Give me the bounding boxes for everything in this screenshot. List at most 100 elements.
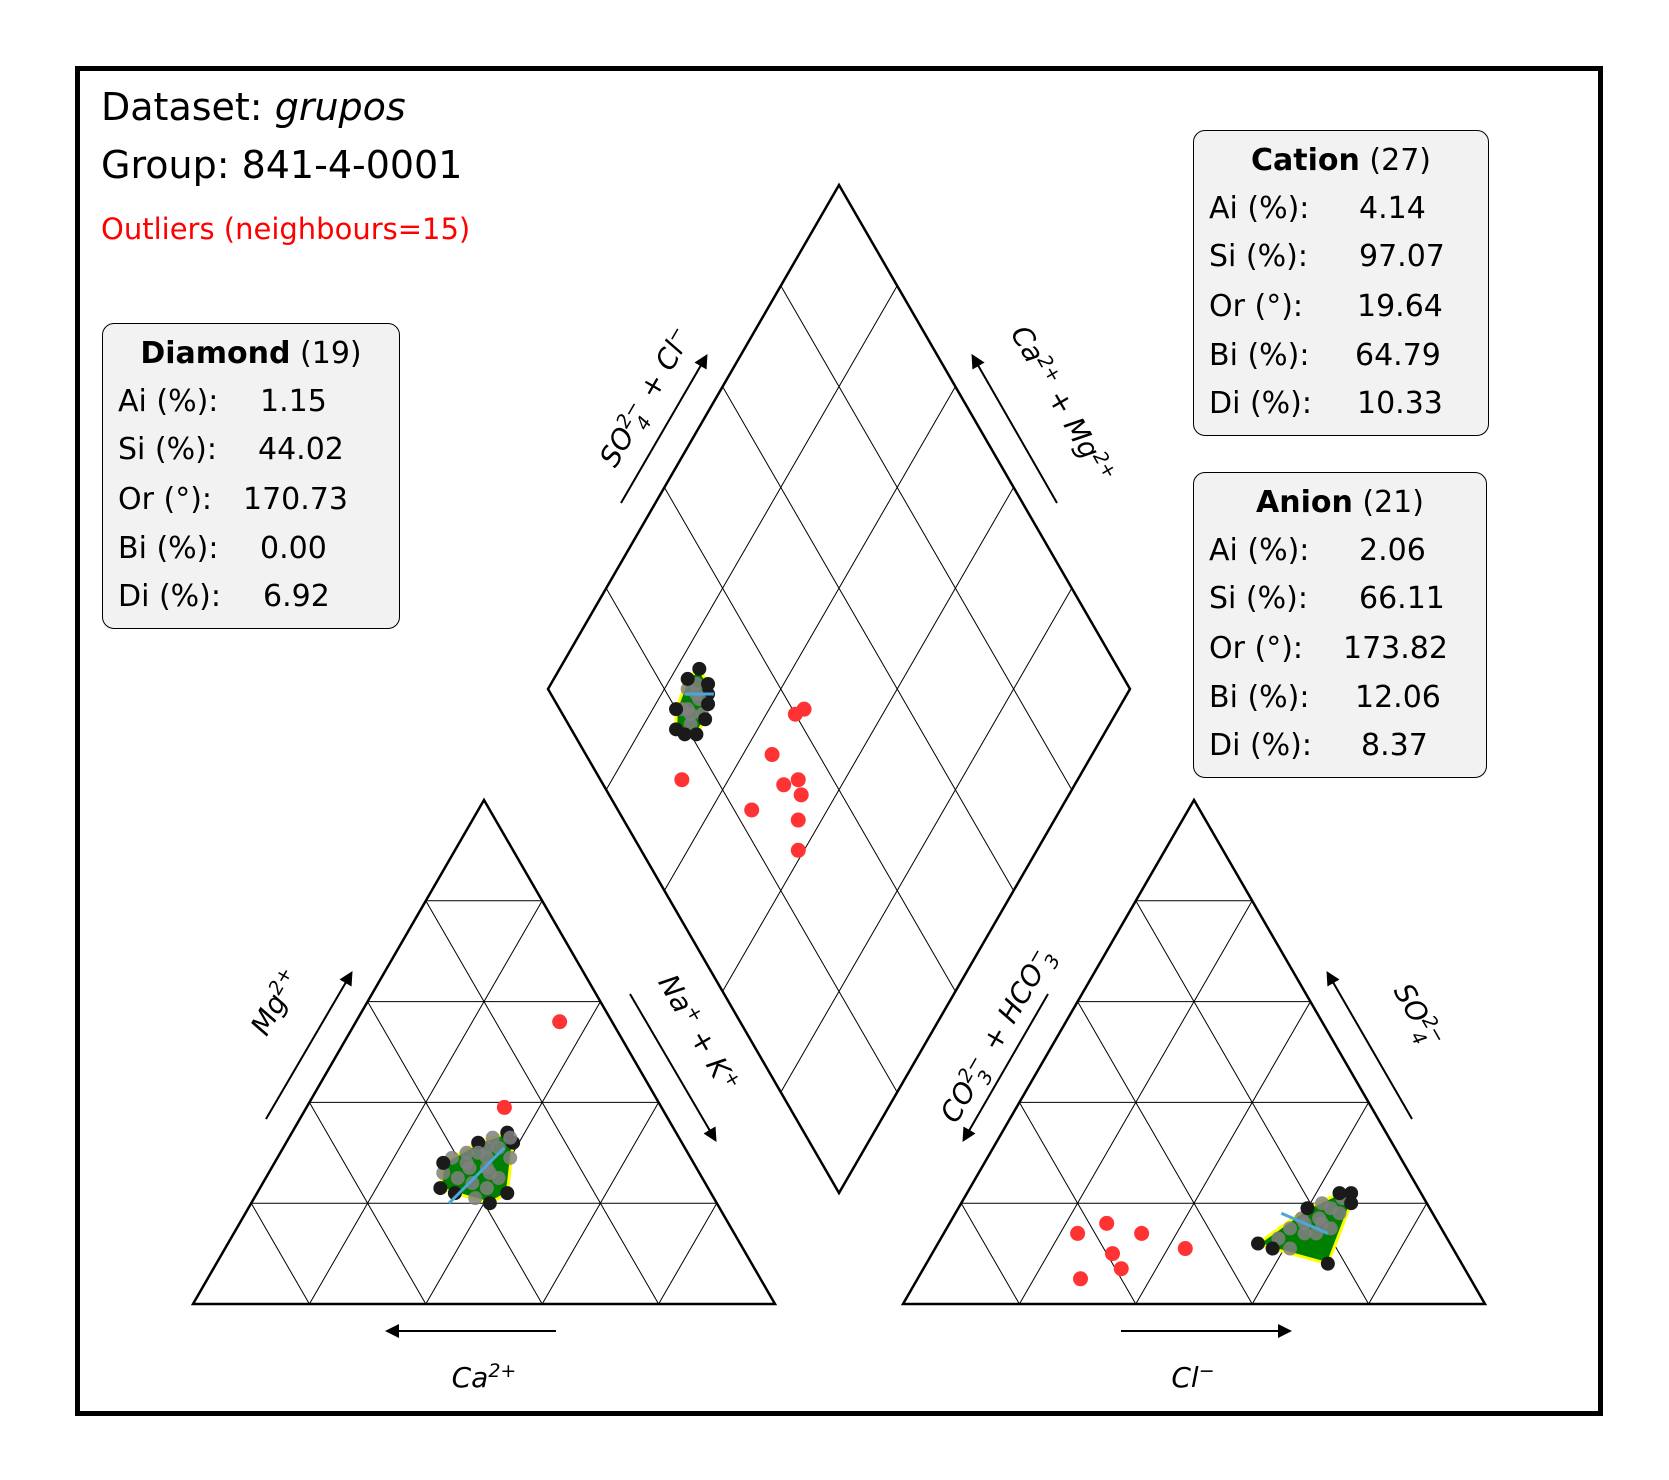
diamond-grid-line (663, 487, 956, 992)
diamond-outlier-point (790, 842, 806, 858)
anion-outlier-point (1177, 1241, 1193, 1257)
diamond-outlier-point (790, 812, 806, 828)
anion-outlier-point (1073, 1271, 1089, 1287)
cation-group-point (462, 1160, 477, 1175)
group-label: Group: 841-4-0001 (101, 143, 463, 187)
anion-group-point (1332, 1186, 1347, 1201)
panel-title: Cation (1251, 143, 1360, 178)
cation-group-point (465, 1176, 480, 1191)
anion-trend-line (1280, 1211, 1329, 1235)
diamond-grid-line (722, 487, 1015, 992)
cation-group-point (471, 1145, 486, 1160)
anion-group-point (1251, 1236, 1266, 1251)
diamond-outline (546, 182, 1132, 1196)
panel-count: (19) (300, 336, 362, 371)
diamond-group-point (701, 697, 716, 712)
cation-right-arrow (629, 993, 717, 1143)
stat-row: Di (%): 6.92 (118, 579, 330, 614)
cation-group-point (433, 1181, 448, 1196)
anion-group-point (1315, 1196, 1330, 1211)
anion-group-point (1312, 1211, 1327, 1226)
diamond-group-point (677, 727, 692, 742)
anion-outlier-point (1105, 1246, 1121, 1262)
cation-group-point (468, 1191, 483, 1206)
anion-grid-line (1368, 1202, 1428, 1305)
anion-group-point (1332, 1206, 1347, 1221)
cation-grid-line (308, 1102, 427, 1305)
diamond-left-arrow (620, 353, 708, 504)
diamond-outlier-point (793, 787, 809, 803)
diamond-grid-line (780, 587, 1073, 1093)
anion-grid-line (960, 1202, 1020, 1305)
cation-triangle-outline (190, 797, 778, 1306)
dataset-name: grupos (274, 85, 406, 129)
diamond-group-point (698, 712, 713, 727)
diamond-group-point (669, 702, 684, 717)
cation-left-axis-label: Mg2+ (243, 963, 307, 1041)
cation-group-point (491, 1170, 506, 1185)
panel-title: Anion (1256, 485, 1353, 520)
cation-grid-line (658, 1202, 718, 1305)
diamond-group-point (680, 702, 695, 717)
cation-group-point (503, 1150, 518, 1165)
anion-left-arrow (962, 993, 1049, 1143)
stat-row: Di (%): 10.33 (1209, 386, 1443, 421)
diamond-outlier-point (776, 777, 792, 793)
stat-row: Or (°): 170.73 (118, 482, 348, 517)
outliers-label: Outliers (neighbours=15) (101, 212, 471, 246)
stat-row: Di (%): 8.37 (1209, 728, 1428, 763)
diamond-outlier-point (674, 772, 690, 788)
cation-stats-panel: Cation (27) Ai (%): 4.14 Si (%): 97.07 Or … (1193, 130, 1489, 436)
stat-row: Ai (%): 1.15 (118, 384, 327, 419)
cation-group-point (450, 1170, 465, 1185)
anion-outlier-point (1113, 1261, 1129, 1277)
cation-group-point (503, 1130, 518, 1145)
stat-row: Bi (%): 0.00 (118, 531, 327, 566)
diamond-group-point (689, 727, 704, 742)
stat-row: Si (%): 97.07 (1209, 239, 1445, 274)
stat-row: Si (%): 66.11 (1209, 581, 1445, 616)
cation-group-point (436, 1155, 451, 1170)
cation-grid-line (250, 1202, 310, 1305)
panel-count: (21) (1362, 485, 1424, 520)
cation-group-point (459, 1145, 474, 1160)
anion-outlier-point (1134, 1225, 1150, 1241)
cation-grid-line (541, 1102, 660, 1305)
dataset-label: Dataset: grupos (101, 85, 406, 129)
cation-group-point (471, 1135, 486, 1150)
anion-outlier-point (1070, 1225, 1086, 1241)
cation-trend-line (448, 1146, 506, 1205)
diamond-right-arrow (971, 353, 1058, 504)
anion-group-point (1265, 1241, 1280, 1256)
anion-stats-panel: Anion (21) Ai (%): 2.06 Si (%): 66.11 Or (… (1193, 472, 1487, 778)
anion-bottom-axis-label: Cl− (1171, 1360, 1214, 1394)
stat-row: Ai (%): 4.14 (1209, 191, 1426, 226)
diamond-left-axis-label: SO2−4 + Cl− (592, 322, 704, 476)
cation-left-arrow (265, 970, 353, 1120)
cation-bottom-axis-label: Ca2+ (452, 1360, 517, 1394)
cation-group-point (482, 1196, 497, 1211)
diamond-grid-line (663, 386, 956, 891)
anion-group-point (1344, 1196, 1359, 1211)
panel-title: Diamond (140, 336, 291, 371)
figure-frame (75, 66, 1603, 1416)
stat-row: Or (°): 173.82 (1209, 631, 1448, 666)
cation-outlier-point (552, 1014, 568, 1030)
anion-triangle-outline (900, 797, 1488, 1306)
anion-grid-line (1077, 1001, 1253, 1305)
cation-group-point (436, 1165, 451, 1180)
diamond-grid-line (780, 285, 1073, 791)
diamond-stats-panel: Diamond (19) Ai (%): 1.15 Si (%): 44.02 Or… (102, 323, 400, 629)
anion-group-point (1320, 1256, 1335, 1271)
cation-group-point (447, 1186, 462, 1201)
anion-group-point (1297, 1226, 1312, 1241)
anion-group-point (1283, 1241, 1298, 1256)
diamond-outlier-point (787, 706, 803, 722)
diamond-outlier-point (790, 772, 806, 788)
diamond-group-point (692, 661, 707, 676)
cation-group-point (479, 1160, 494, 1175)
anion-grid-line (1135, 1001, 1311, 1305)
diamond-grid-line (722, 386, 1015, 891)
anion-right-arrow (1326, 970, 1413, 1120)
